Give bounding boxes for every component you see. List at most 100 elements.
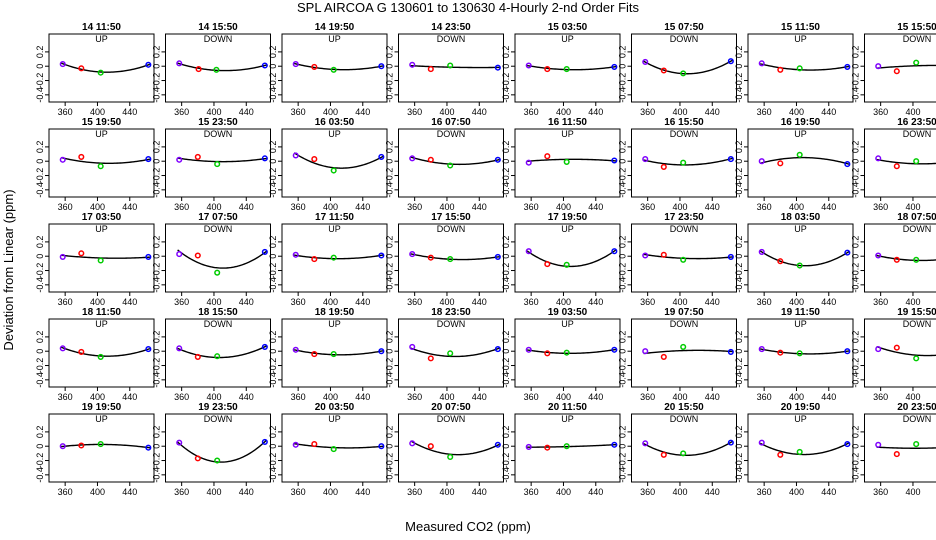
y-tick-label: -0.4 xyxy=(734,182,744,198)
fit-curve xyxy=(293,349,384,356)
x-tick-label: 400 xyxy=(789,107,804,117)
panel-frame xyxy=(514,33,621,103)
data-point xyxy=(844,63,851,70)
x-tick-label: 400 xyxy=(556,107,571,117)
panel-mode-label: UP xyxy=(561,319,574,329)
x-tick-label: 360 xyxy=(524,202,539,212)
y-tick-label: 0.2 xyxy=(268,331,278,344)
y-tick-label: -0.2 xyxy=(35,263,45,279)
data-point xyxy=(913,355,920,362)
y-tick-label: 0 xyxy=(734,159,744,164)
x-tick-label: 440 xyxy=(122,202,137,212)
fit-curve xyxy=(294,254,384,260)
y-tick-label: -0.2 xyxy=(618,168,628,184)
y-tick-label: -0.2 xyxy=(734,73,744,89)
y-tick-label: -0.2 xyxy=(152,73,162,89)
x-tick-label: 400 xyxy=(90,297,105,307)
data-point xyxy=(409,440,416,447)
panel-frame xyxy=(48,33,155,103)
data-point xyxy=(378,63,385,70)
data-point xyxy=(727,253,734,260)
x-tick-label: 400 xyxy=(323,297,338,307)
x-tick-label: 400 xyxy=(206,392,221,402)
x-tick-label: 360 xyxy=(640,107,655,117)
panel-frame xyxy=(48,318,155,388)
fit-curve xyxy=(759,250,850,267)
panel-mode-label: UP xyxy=(328,414,341,424)
data-point xyxy=(893,256,900,263)
x-tick-label: 440 xyxy=(821,392,836,402)
panel-frame xyxy=(747,223,854,293)
panel-frame xyxy=(48,128,155,198)
y-tick-label: 0 xyxy=(501,159,511,164)
data-point xyxy=(59,253,66,260)
panel-mode-label: UP xyxy=(794,414,807,424)
y-tick-label: 0.2 xyxy=(268,141,278,154)
y-tick-label: 0.2 xyxy=(35,426,45,439)
data-point xyxy=(777,160,784,167)
panel-mode-label: DOWN xyxy=(903,129,932,139)
x-tick-label: 360 xyxy=(873,297,888,307)
y-tick-label: 0.2 xyxy=(152,331,162,344)
data-point xyxy=(844,441,851,448)
x-tick-label: 440 xyxy=(705,202,720,212)
fit-curve xyxy=(410,253,500,261)
y-tick-label: 0 xyxy=(35,349,45,354)
x-tick-label: 360 xyxy=(640,392,655,402)
x-axis-label: Measured CO2 (ppm) xyxy=(405,519,531,534)
data-point xyxy=(680,450,687,457)
fit-curve xyxy=(527,158,617,162)
data-point xyxy=(563,261,570,268)
panel-frame xyxy=(631,413,737,483)
y-tick-label: -0.2 xyxy=(734,453,744,469)
x-tick-label: 360 xyxy=(174,202,189,212)
y-tick-label: -0.4 xyxy=(152,467,162,483)
panel-mode-label: DOWN xyxy=(670,34,699,44)
y-tick-label: -0.4 xyxy=(268,182,278,198)
data-point xyxy=(494,156,501,163)
panel-time-label: 18 11:50 xyxy=(82,307,121,318)
data-point xyxy=(642,252,649,259)
panel-frame xyxy=(281,128,388,198)
y-tick-label: -0.4 xyxy=(618,372,628,388)
data-point xyxy=(214,269,221,276)
panel-time-label: 20 15:50 xyxy=(664,402,704,413)
y-tick-label: 0 xyxy=(734,254,744,259)
x-tick-label: 400 xyxy=(439,392,454,402)
x-tick-label: 440 xyxy=(239,202,254,212)
data-point xyxy=(680,159,687,166)
data-point xyxy=(660,451,667,458)
x-tick-label: 400 xyxy=(672,392,687,402)
panel-mode-label: DOWN xyxy=(670,414,699,424)
y-tick-label: 0 xyxy=(152,159,162,164)
data-point xyxy=(447,62,454,69)
panel-time-label: 17 11:50 xyxy=(315,212,354,223)
data-point xyxy=(758,439,765,446)
data-point xyxy=(176,251,183,258)
fit-curve xyxy=(60,346,151,357)
x-tick-label: 400 xyxy=(672,487,687,497)
y-tick-label: 0.2 xyxy=(851,141,861,154)
y-tick-label: 0.2 xyxy=(851,331,861,344)
data-point xyxy=(330,66,337,73)
data-point xyxy=(214,353,221,360)
x-tick-label: 360 xyxy=(873,487,888,497)
y-tick-label: 0 xyxy=(152,254,162,259)
data-point xyxy=(330,254,337,261)
x-tick-label: 440 xyxy=(122,392,137,402)
panel-time-label: 15 11:50 xyxy=(781,22,820,33)
x-tick-label: 440 xyxy=(821,487,836,497)
panel-time-label: 15 07:50 xyxy=(664,22,704,33)
